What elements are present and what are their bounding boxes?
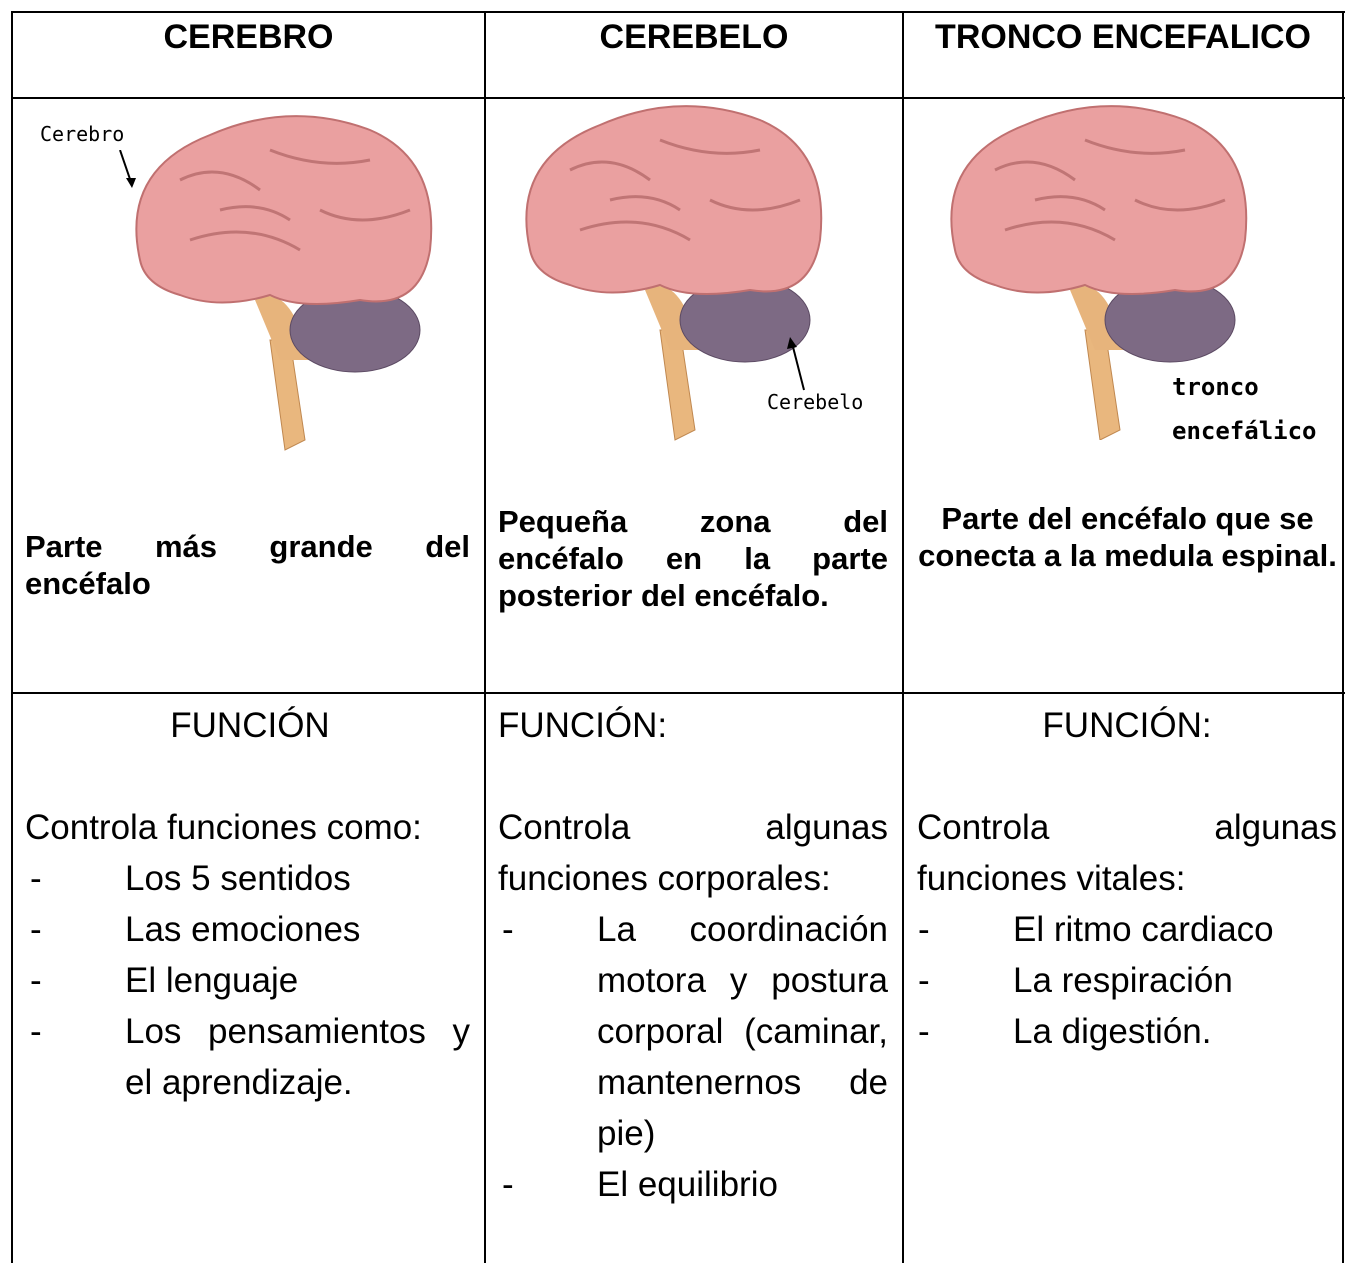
border	[11, 11, 1345, 13]
image-label: Cerebro	[40, 122, 125, 146]
list-item: La coordinación motora y postura corpora…	[502, 904, 888, 1159]
border	[11, 11, 13, 1263]
function-list: Los 5 sentidos Las emociones El lenguaje…	[30, 853, 470, 1108]
border	[902, 11, 904, 1263]
function-list: La coordinación motora y postura corpora…	[502, 904, 888, 1210]
description: Parte más grande del encéfalo	[25, 529, 470, 601]
function-title: FUNCIÓN	[170, 706, 330, 745]
column-title: CEREBELO	[599, 18, 789, 56]
list-item: La respiración	[918, 955, 1337, 1006]
description: Pequeña zona del encéfalo en la parte po…	[498, 504, 888, 613]
list-item: El equilibrio	[502, 1159, 888, 1210]
arrow	[787, 337, 805, 391]
description: Parte del encéfalo que se conecta a la m…	[918, 501, 1337, 573]
function-intro: Controla funciones como:	[25, 808, 422, 847]
function-intro: Controla algunas funciones vitales:	[917, 808, 1337, 898]
function-list: El ritmo cardiaco La respiración La dige…	[918, 904, 1337, 1057]
arrow	[119, 150, 136, 188]
list-item: El ritmo cardiaco	[918, 904, 1337, 955]
border	[11, 97, 1345, 99]
function-cell: FUNCIÓN: Controla algunas funciones corp…	[498, 700, 888, 1210]
column-title: CEREBRO	[163, 18, 334, 56]
function-title: FUNCIÓN:	[1042, 706, 1212, 745]
border	[11, 692, 1345, 694]
function-cell: FUNCIÓN: Controla algunas funciones vita…	[917, 700, 1337, 1057]
border	[1342, 11, 1344, 1263]
function-cell: FUNCIÓN Controla funciones como: Los 5 s…	[25, 700, 475, 1108]
list-item: Los pensamientos y el aprendizaje.	[30, 1006, 470, 1108]
function-title: FUNCIÓN:	[498, 706, 668, 745]
function-intro: Controla algunas funciones corporales:	[498, 808, 888, 898]
image-label: tronco encefálico	[1172, 373, 1317, 445]
column-title: TRONCO ENCEFALICO	[935, 18, 1311, 56]
border	[484, 11, 486, 1263]
list-item: El lenguaje	[30, 955, 470, 1006]
image-label: Cerebelo	[767, 390, 864, 414]
list-item: La digestión.	[918, 1006, 1337, 1057]
list-item: Las emociones	[30, 904, 470, 955]
list-item: Los 5 sentidos	[30, 853, 470, 904]
brain-image	[134, 114, 433, 452]
